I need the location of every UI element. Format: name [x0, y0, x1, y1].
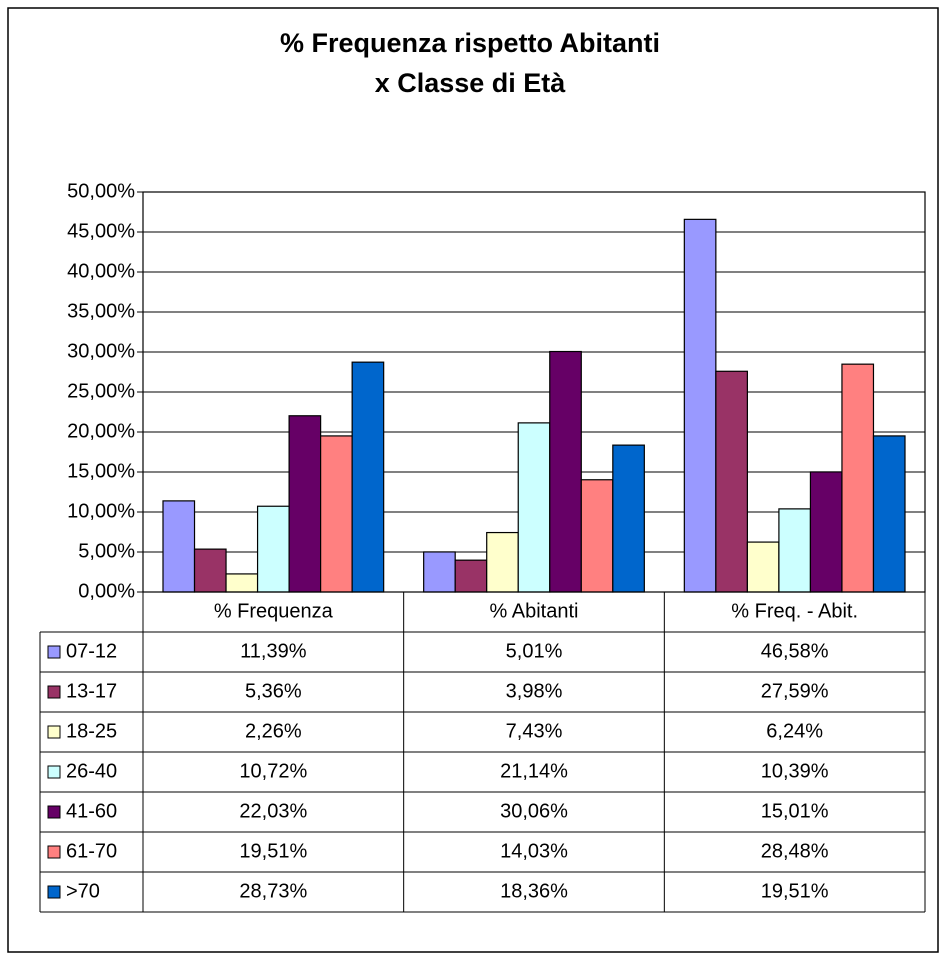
bar	[715, 370, 748, 593]
y-tick-label: 35,00%	[67, 300, 135, 322]
table-value: 19,51%	[761, 880, 829, 902]
bar	[778, 508, 812, 593]
bar	[517, 422, 551, 593]
table-value: 2,26%	[245, 720, 302, 742]
bar	[193, 548, 227, 593]
table-value: 15,01%	[761, 800, 829, 822]
plot-area	[142, 191, 926, 593]
y-tick-label: 0,00%	[78, 580, 135, 602]
bar	[683, 218, 717, 593]
legend-swatch	[47, 725, 61, 739]
bar	[225, 573, 259, 593]
x-tick-label: % Abitanti	[490, 600, 579, 622]
table-value: 28,73%	[239, 880, 307, 902]
bar	[351, 361, 385, 593]
table-value: 6,24%	[766, 720, 823, 742]
table-value: 10,72%	[239, 760, 307, 782]
bar	[746, 541, 780, 593]
bar	[288, 415, 322, 593]
bar	[454, 559, 488, 593]
y-tick-label: 20,00%	[67, 420, 135, 442]
legend-label: 18-25	[66, 720, 117, 742]
legend-swatch	[47, 805, 61, 819]
y-tick-label: 40,00%	[67, 260, 135, 282]
legend-label: 26-40	[66, 760, 117, 782]
x-tick-label: % Frequenza	[214, 600, 334, 622]
y-tick-label: 15,00%	[67, 460, 135, 482]
table-value: 3,98%	[506, 680, 563, 702]
legend-swatch	[47, 765, 61, 779]
bar	[423, 551, 456, 593]
chart-frame	[7, 7, 939, 953]
table-value: 11,39%	[240, 640, 307, 662]
table-value: 28,48%	[761, 840, 829, 862]
bar	[841, 363, 875, 593]
table-value: 46,58%	[761, 640, 829, 662]
bar	[320, 435, 353, 593]
chart-title: % Frequenza rispetto Abitanti	[280, 28, 660, 58]
table-value: 10,39%	[761, 760, 829, 782]
table-value: 14,03%	[500, 840, 568, 862]
bar	[580, 479, 614, 593]
table-value: 5,01%	[506, 640, 563, 662]
chart-title: x Classe di Età	[375, 68, 567, 98]
bar	[256, 505, 290, 593]
legend-swatch	[47, 685, 61, 699]
legend-label: >70	[66, 880, 100, 902]
x-tick-label: % Freq. - Abit.	[731, 600, 858, 622]
bar	[486, 531, 519, 593]
bar	[549, 350, 582, 593]
legend-label: 13-17	[66, 680, 117, 702]
bar	[612, 444, 645, 593]
y-tick-label: 30,00%	[67, 340, 135, 362]
legend-swatch	[47, 885, 61, 899]
legend-label: 07-12	[66, 640, 117, 662]
table-value: 18,36%	[500, 880, 568, 902]
y-tick-label: 10,00%	[67, 500, 135, 522]
table-value: 27,59%	[761, 680, 829, 702]
table-value: 5,36%	[245, 680, 302, 702]
y-tick-label: 50,00%	[67, 180, 135, 202]
legend-label: 61-70	[66, 840, 117, 862]
legend-swatch	[47, 645, 61, 659]
table-value: 30,06%	[500, 800, 568, 822]
table-value: 21,14%	[500, 760, 568, 782]
table-value: 22,03%	[239, 800, 307, 822]
table-value: 19,51%	[239, 840, 307, 862]
y-tick-label: 25,00%	[67, 380, 135, 402]
bar	[872, 435, 906, 593]
bar	[809, 471, 843, 593]
y-tick-label: 45,00%	[67, 220, 135, 242]
legend-swatch	[47, 845, 61, 859]
y-tick-label: 5,00%	[78, 540, 135, 562]
table-value: 7,43%	[506, 720, 563, 742]
legend-label: 41-60	[66, 800, 117, 822]
bar	[162, 500, 196, 593]
